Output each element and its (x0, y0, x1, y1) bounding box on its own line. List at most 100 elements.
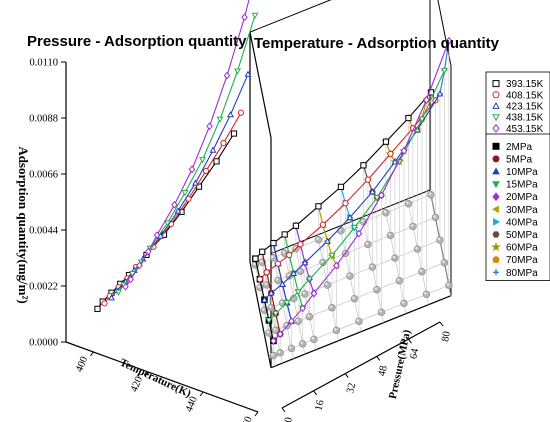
y-tick-label: 16 (314, 399, 327, 412)
point-408.15K (297, 241, 304, 248)
base-point (440, 259, 449, 267)
point-393.15K (382, 138, 390, 145)
base-point (409, 222, 417, 231)
base-point-highlight (415, 246, 418, 250)
base-point-highlight (257, 285, 261, 288)
z-tick-label: 0.0022 (29, 282, 58, 293)
face-point-438.15K (115, 289, 122, 296)
base-point-highlight (295, 319, 299, 322)
base-point-highlight (374, 287, 378, 290)
drop-lines (255, 40, 450, 356)
base-point-highlight (334, 328, 337, 331)
face-point-453.15K (223, 71, 231, 80)
x-tick-label: 400 (74, 355, 90, 374)
y-tick-label: 0 (283, 416, 295, 422)
point-453.15K (445, 36, 453, 45)
base-point-highlight (352, 296, 355, 299)
legend-marker-70MPa (492, 255, 500, 263)
base-point (355, 317, 363, 326)
point-423.15K (436, 90, 444, 97)
z-tick-label: 0.0110 (30, 58, 59, 69)
face-point-438.15K (199, 157, 206, 164)
base-point (310, 335, 318, 344)
y-tick-mark (313, 390, 318, 396)
z-tick-label: 0.0044 (29, 226, 59, 237)
point-453.15K (288, 317, 295, 326)
point-423.15K (368, 188, 376, 195)
face-point-423.15K (227, 111, 234, 118)
point-438.15K (350, 225, 358, 232)
base-point-highlight (289, 346, 292, 349)
point-438.15K (373, 195, 381, 202)
base-point-highlight (361, 219, 364, 222)
point-408.15K (364, 176, 372, 183)
base-point-highlight (280, 300, 283, 304)
point-438.15K (328, 252, 336, 260)
base-point-highlight (286, 273, 290, 277)
legend-marker-5MPa (492, 155, 500, 163)
legend-label-60MPa: 60MPa (506, 243, 538, 254)
point-438.15K (440, 67, 448, 75)
base-point-highlight (356, 319, 360, 322)
point-453.15K (310, 289, 318, 298)
panel-title-temperature: Temperature - Adsorption quantity (254, 35, 500, 52)
point-453.15K (400, 146, 408, 155)
base-point (382, 209, 390, 217)
base-point (413, 245, 422, 253)
base-point-highlight (433, 215, 436, 218)
legend-marker-438.15K (492, 114, 500, 122)
point-423.15K (260, 296, 268, 303)
base-point-highlight (253, 262, 256, 266)
point-438.15K (305, 276, 313, 283)
base-point (332, 326, 341, 335)
base-point-highlight (397, 278, 400, 281)
base-point (377, 308, 386, 317)
base-point (431, 213, 440, 222)
y-tick-mark (439, 321, 444, 327)
point-408.15K (342, 200, 349, 207)
point-438.15K (294, 289, 302, 296)
face-point-438.15K (164, 220, 171, 227)
base-point-highlight (320, 260, 324, 263)
point-393.15K (360, 162, 367, 169)
face-point-453.15K (171, 200, 178, 209)
face-point-393.15K (213, 158, 220, 165)
base-point-highlight (273, 328, 276, 331)
base-point (274, 276, 282, 285)
base-point-highlight (264, 282, 267, 286)
face-line-423.15K (111, 73, 249, 299)
x-axis-line (65, 341, 259, 413)
base-point (337, 227, 345, 235)
face-point-453.15K (241, 13, 248, 22)
base-point-highlight (311, 337, 315, 340)
base-point-highlight (370, 264, 373, 268)
base-point (427, 191, 435, 199)
face-point-423.15K (108, 294, 115, 301)
face-point-453.15K (127, 275, 135, 284)
panel-title-pressure: Pressure - Adsorption quantity (27, 33, 247, 50)
face-point-393.15K (94, 305, 101, 312)
base-point (328, 304, 336, 312)
face-point-438.15K (181, 190, 189, 197)
base-point-highlight (275, 278, 279, 281)
base-point-highlight (307, 314, 310, 317)
legend-marker-50MPa (492, 231, 500, 238)
base-point-highlight (277, 350, 281, 354)
base-point-highlight (268, 305, 272, 308)
legend-marker-40MPa (493, 218, 501, 226)
base-point (422, 290, 431, 299)
legend-label-2MPa: 2MPa (506, 142, 533, 153)
legend-label-10MPa: 10MPa (506, 167, 538, 178)
base-point-highlight (316, 237, 319, 240)
face-point-453.15K (144, 247, 152, 256)
point-423.15K (346, 213, 354, 221)
base-point-highlight (329, 305, 333, 308)
base-point-highlight (388, 233, 391, 236)
y-ticks: 0 16 32 48 64 80 (281, 321, 453, 422)
face-point-393.15K (230, 130, 238, 137)
legend-marker-10MPa (492, 167, 500, 175)
x-tick-mark (199, 391, 204, 397)
face-point-408.15K (101, 300, 108, 307)
base-point (391, 254, 399, 262)
x-tick-label: 460 (239, 415, 255, 422)
